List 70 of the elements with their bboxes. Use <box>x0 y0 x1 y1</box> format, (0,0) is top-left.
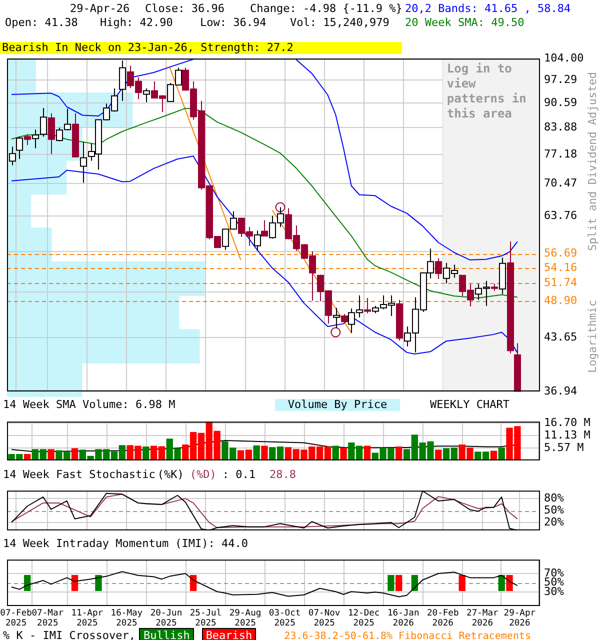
y-tick-label: 70.47 <box>544 176 578 190</box>
y-tick-label: 30% <box>544 584 564 598</box>
x-tick-label: 03-Oct 2025 <box>268 608 301 628</box>
bar <box>48 449 54 460</box>
text: Low: 36.94 <box>200 16 266 29</box>
bar <box>435 450 442 460</box>
ref-line-label: 48.90 <box>544 294 578 308</box>
ref-line-label: 54.16 <box>544 261 578 274</box>
y-tick-label: 77.18 <box>544 147 578 160</box>
bar <box>332 446 339 460</box>
x-tick-label: 07-Mar 2025 <box>32 608 64 628</box>
y-tick-label: 90.59 <box>544 96 578 109</box>
text: Change: -4.98 {-11.9 %} <box>250 2 402 15</box>
x-tick-label: 11-Apr 2025 <box>71 608 104 628</box>
text: 28.8 <box>269 468 296 481</box>
bar <box>490 450 498 460</box>
bar <box>340 448 347 460</box>
text: 14 Week SMA Volume: 6.98 M <box>3 398 176 411</box>
x-tick-label: 12-Dec 2025 <box>348 608 380 628</box>
y-tick-label: 104.00 <box>544 51 584 64</box>
y-tick-label: 50% <box>544 503 564 516</box>
x-tick-label: 07-Nov 2025 <box>308 608 340 628</box>
x-tick-label: 29-Aug 2025 <box>229 608 262 628</box>
text: 23.6-38.2-50-61.8% Fibonacci Retracements <box>284 631 532 640</box>
text: WEEKLY CHART <box>430 398 510 411</box>
bar <box>253 445 260 460</box>
x-tick-label: 20-Jun 2025 <box>150 608 182 628</box>
series-label: (%D) <box>190 468 216 481</box>
x-tick-label: 27-Mar 2026 <box>466 608 498 628</box>
x-tick-label: 20-Feb 2026 <box>426 608 459 628</box>
text: High: 42.90 <box>100 16 173 29</box>
text: Open: 41.38 <box>5 16 78 29</box>
bar <box>498 448 505 460</box>
text: : 0.1 <box>222 468 256 481</box>
y-tick-label: 80% <box>544 491 564 504</box>
x-tick-label: 07-Feb 2025 <box>0 608 32 628</box>
bar <box>396 446 402 460</box>
x-tick-label: 25-Jul 2025 <box>190 608 222 628</box>
bar <box>261 446 268 460</box>
y-tick-label: 20% <box>544 515 564 528</box>
y-tick-label: 16.70 M <box>544 416 591 430</box>
text: 29-Apr-26 <box>70 2 130 15</box>
y-tick-label: 36.94 <box>544 384 578 398</box>
y-tick-label: 43.65 <box>544 330 578 344</box>
x-tick-label: 29-Apr 2026 <box>504 608 536 628</box>
band-label: Log in to view patterns in this area <box>446 62 526 121</box>
text: Close: 36.96 <box>145 2 224 15</box>
x-tick-label: 16-May 2025 <box>110 608 143 628</box>
y-tick-label: 63.76 <box>544 208 578 222</box>
text: Volume By Price <box>275 398 400 411</box>
chart-title: 14 Week Intraday Momentum (IMI): 44.0 <box>3 537 248 550</box>
text: Logarithmic <box>586 300 599 373</box>
series-label: (%K) <box>157 468 184 481</box>
y-tick-label: 83.88 <box>544 120 578 134</box>
text: 20,2 Bands: 41.65 , 58.84 <box>405 2 571 16</box>
ref-line-label: 56.69 <box>544 246 578 260</box>
y-tick-label: 5.57 M <box>544 440 584 454</box>
x-tick-label: 16-Jan 2026 <box>387 608 420 628</box>
text: Bullish <box>139 628 194 640</box>
chart-subtitle: Bearish In Neck on 23-Jan-26, Strength: 27.2 <box>0 41 402 54</box>
chart-title: 14 Week Fast Stochastic <box>3 468 156 481</box>
y-axis-title: Split and Dividend Adjusted <box>586 72 599 251</box>
y-tick-label: 11.13 M <box>544 428 591 442</box>
y-tick-label: 97.29 <box>544 72 578 86</box>
bar <box>142 446 150 460</box>
text: Vol: 15,240,979 <box>290 16 390 29</box>
text: 20 Week SMA: 49.50 <box>405 16 526 30</box>
bar <box>364 446 371 460</box>
ref-line-label: 51.74 <box>544 276 578 289</box>
text: Bearish <box>202 628 256 640</box>
